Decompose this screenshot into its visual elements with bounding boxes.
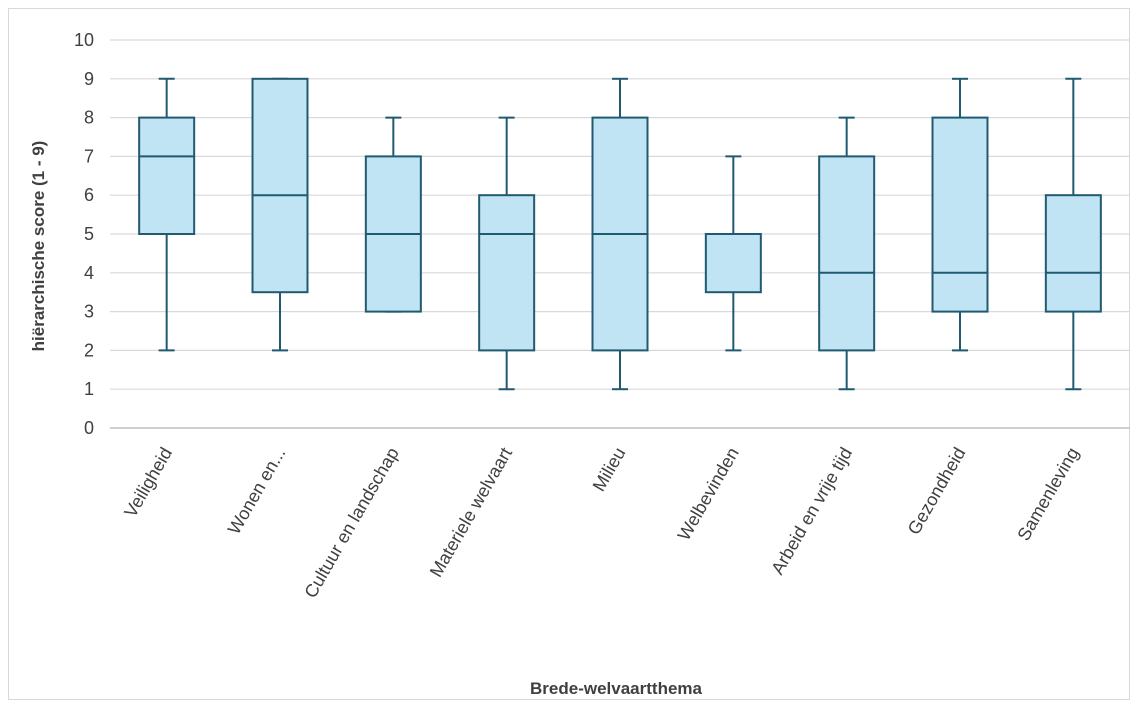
y-tick-label: 5 [84, 224, 94, 244]
x-category-label: Gezondheid [904, 444, 970, 538]
y-tick-label: 3 [84, 302, 94, 322]
box-7 [818, 116, 876, 391]
y-tick-label: 8 [84, 108, 94, 128]
box-1 [138, 77, 196, 352]
box-5 [591, 77, 649, 391]
x-category-label: Samenleving [1013, 444, 1082, 544]
box-iqr [138, 116, 196, 235]
x-category-label: Wonen en... [224, 444, 290, 538]
box-iqr [818, 155, 876, 352]
x-category-label: Arbeid en vrije tijd [767, 444, 856, 578]
x-axis-title: Brede-welvaartthema [530, 679, 703, 698]
y-tick-label: 0 [84, 418, 94, 438]
x-category-label: Materiele welvaart [426, 444, 516, 580]
box-iqr [704, 233, 762, 294]
y-tick-label: 4 [84, 263, 94, 283]
y-tick-label: 9 [84, 69, 94, 89]
box-2 [251, 77, 309, 352]
y-tick-label: 1 [84, 379, 94, 399]
y-tick-label: 2 [84, 340, 94, 360]
box-iqr [931, 116, 989, 313]
box-iqr [251, 77, 309, 294]
box-3 [364, 116, 422, 313]
x-category-label: Veiligheid [120, 444, 176, 521]
y-tick-label: 7 [84, 146, 94, 166]
box-6 [704, 155, 762, 352]
y-tick-label: 10 [74, 30, 94, 50]
box-iqr [478, 194, 536, 352]
box-9 [1044, 77, 1102, 391]
x-category-label: Cultuur en landschap [300, 444, 402, 601]
y-axis-ticks: 0 1 2 3 4 5 6 7 8 9 10 [74, 30, 94, 438]
box-8 [931, 77, 989, 352]
boxes [138, 77, 1102, 391]
x-axis-categories: Veiligheid Wonen en... Cultuur en landscha… [120, 444, 1083, 601]
x-category-label: Welbevinden [674, 444, 743, 544]
box-4 [478, 116, 536, 391]
y-axis-title: hiërarchische score (1 - 9) [29, 141, 48, 352]
y-tick-label: 6 [84, 185, 94, 205]
x-category-label: Milieu [589, 444, 630, 495]
box-iqr [1044, 194, 1102, 313]
